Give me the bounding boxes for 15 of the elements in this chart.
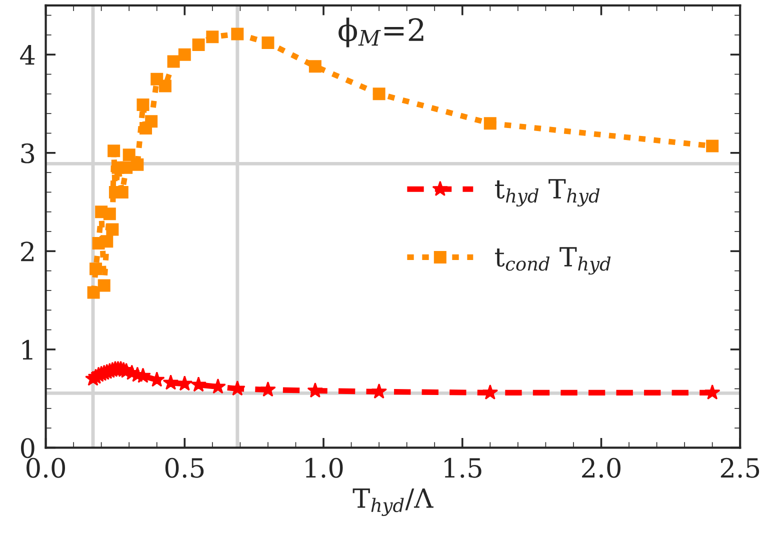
x-tick-label: 1.5 bbox=[444, 458, 482, 478]
y-tick-label: 3 bbox=[21, 143, 34, 164]
y-tick-label: 0 bbox=[21, 438, 34, 458]
y-tick-label: 2 bbox=[21, 242, 34, 262]
x-tick-label: 0.0 bbox=[26, 458, 66, 478]
y-tick-label: 1 bbox=[22, 340, 32, 360]
x-tick-label: 1.0 bbox=[306, 458, 343, 478]
y-tick-label: 4 bbox=[20, 45, 35, 65]
legend-label: t$_{hyd}$ T$_{hyd}$ bbox=[495, 179, 600, 207]
x-axis-title: T$_{hyd}$/Λ bbox=[352, 488, 434, 516]
annotation: ϕ$_{M}$=2 bbox=[338, 18, 424, 48]
x-tick-label: 2.0 bbox=[582, 458, 620, 478]
x-tick-label: 2.5 bbox=[720, 458, 760, 478]
legend-label: t$_{cond}$ T$_{hyd}$ bbox=[495, 247, 611, 275]
x-tick-label: 0.5 bbox=[165, 458, 204, 478]
